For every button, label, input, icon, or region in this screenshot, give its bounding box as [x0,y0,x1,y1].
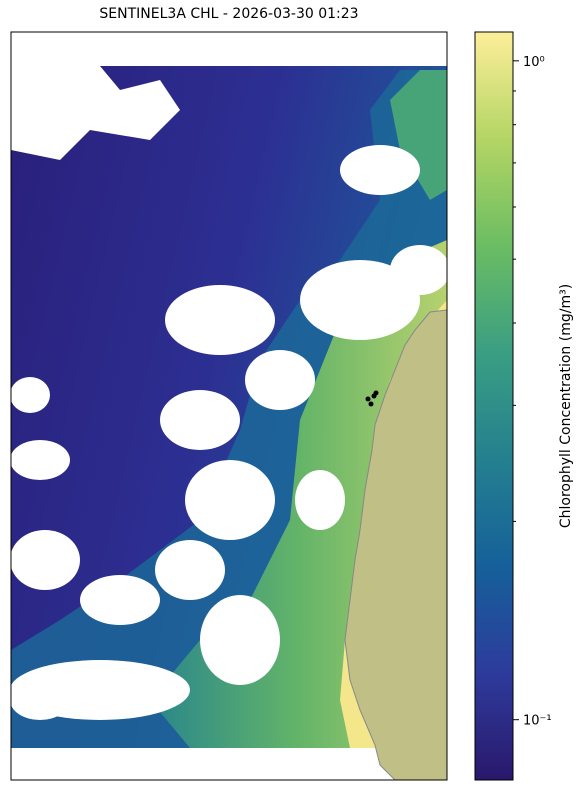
north-plume [390,70,447,200]
map-frame [10,31,448,781]
map [10,31,450,781]
colorbar-ramp [474,31,514,781]
stations [365,390,379,407]
colorbar: 10⁻¹ 10⁰ [474,31,552,781]
colorbar-tick-label: 10⁻¹ [523,714,552,729]
colorbar-label: Chlorophyll Concentration (mg/m³) [558,284,574,528]
clouds [10,32,450,780]
map-title: SENTINEL3A CHL - 2026-03-30 01:23 [99,6,358,22]
land [344,309,448,781]
colorbar-tick-label: 10⁰ [523,55,545,70]
